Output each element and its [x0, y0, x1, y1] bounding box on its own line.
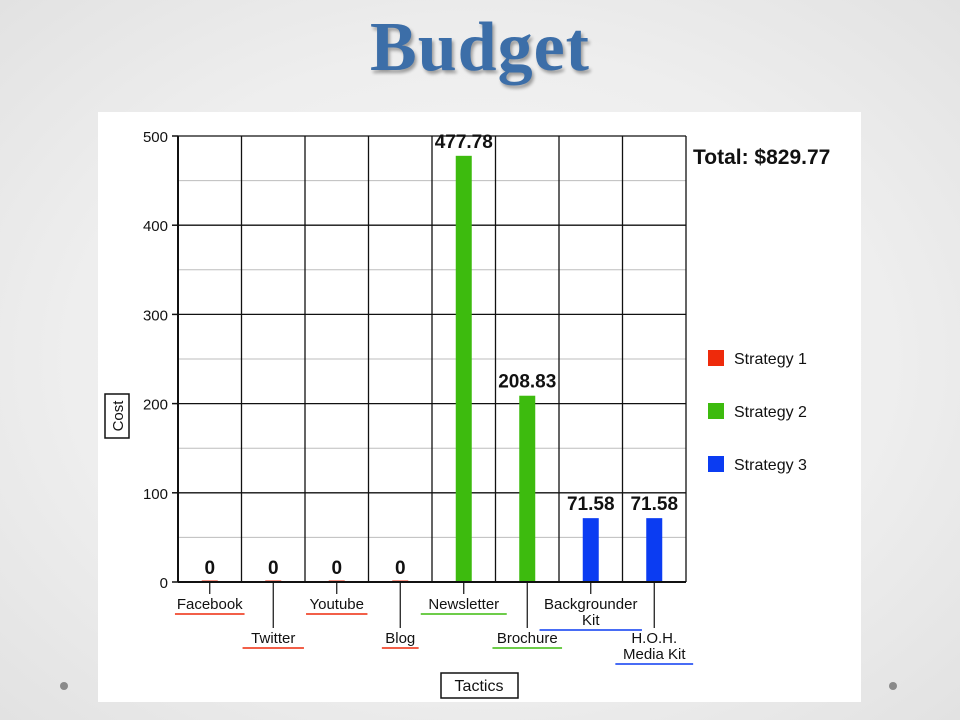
y-tick-label: 300 [143, 307, 168, 324]
y-axis-title: Cost [104, 393, 130, 439]
category-label: Newsletter [428, 596, 499, 613]
data-label: 477.78 [435, 132, 493, 153]
category-label: Youtube [309, 596, 364, 613]
data-label: 0 [395, 558, 406, 579]
x-axis-title: Tactics [440, 672, 519, 699]
bar-chart: 0 100 200 300 400 500 0 0 0 0 477.78 208.83 71.58 71… [104, 129, 830, 699]
data-label: 71.58 [567, 494, 615, 515]
total-annotation: Total: $829.77 [693, 146, 830, 169]
y-tick-label: 500 [143, 129, 168, 146]
y-tick-label: 100 [143, 486, 168, 503]
category-label: Backgrounder [544, 596, 637, 613]
data-label: 71.58 [630, 494, 678, 515]
legend-swatch [708, 403, 724, 419]
bars [201, 155, 663, 582]
data-label: 0 [331, 558, 342, 579]
legend-label: Strategy 2 [734, 404, 807, 421]
category-label: Blog [385, 630, 415, 647]
category-label: Kit [582, 612, 600, 629]
chart-panel: 0 100 200 300 400 500 0 0 0 0 477.78 208.83 71.58 71… [98, 112, 861, 702]
data-label: 0 [268, 558, 279, 579]
slide-title: Budget [370, 9, 590, 86]
category-label: Facebook [177, 596, 243, 613]
bar [455, 155, 472, 582]
data-label: 208.83 [498, 372, 556, 393]
bar [582, 518, 599, 582]
y-tick-label: 400 [143, 218, 168, 235]
category-label: Brochure [497, 630, 558, 647]
bar [519, 395, 536, 582]
data-labels: 0 0 0 0 477.78 208.83 71.58 71.58 [204, 132, 678, 579]
legend-swatch [708, 350, 724, 366]
y-tick-label: 200 [143, 397, 168, 414]
y-tick-label: 0 [160, 575, 168, 592]
axes: 0 100 200 300 400 500 [143, 129, 686, 592]
category-label: Media Kit [623, 646, 686, 663]
x-axis-label: Tactics [455, 678, 504, 695]
bar [646, 518, 663, 582]
category-label: Twitter [251, 630, 295, 647]
y-axis-label: Cost [110, 400, 127, 432]
data-label: 0 [204, 558, 215, 579]
nav-dot-left[interactable] [60, 682, 68, 690]
nav-dot-right[interactable] [889, 682, 897, 690]
legend-label: Strategy 3 [734, 457, 807, 474]
category-label: H.O.H. [631, 630, 677, 647]
legend: Strategy 1 Strategy 2 Strategy 3 [708, 350, 807, 474]
category-labels: Facebook Twitter Youtube Blog Newsletter Broc… [174, 582, 694, 665]
legend-label: Strategy 1 [734, 351, 807, 368]
legend-swatch [708, 456, 724, 472]
